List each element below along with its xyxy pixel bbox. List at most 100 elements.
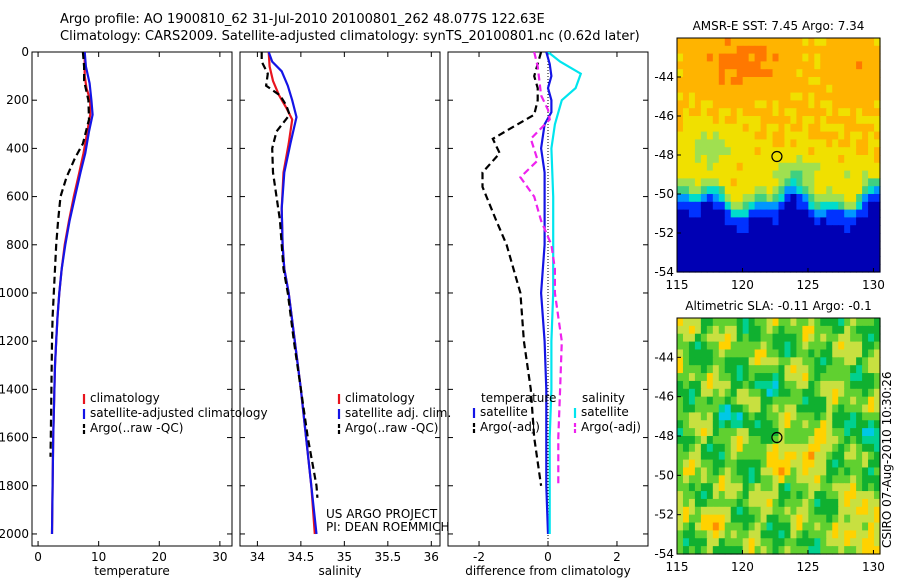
map-cell: [796, 92, 803, 101]
map-cell: [694, 61, 702, 70]
map-cell: [718, 436, 726, 445]
map-cell: [677, 483, 684, 492]
map-cell: [766, 53, 774, 62]
legend-entry: Argo(..raw -QC): [345, 421, 438, 435]
map-cell: [832, 404, 839, 413]
map-cell: [688, 365, 696, 374]
map-cell: [820, 170, 827, 179]
map-cell: [682, 123, 690, 133]
map-cell: [748, 420, 756, 429]
map-cell: [766, 147, 774, 156]
map-cell: [832, 186, 839, 195]
map-cell: [850, 53, 857, 62]
map-cell: [832, 475, 839, 484]
map-cell: [712, 349, 720, 358]
map-cell: [712, 201, 720, 211]
map-cell: [790, 380, 798, 390]
map-cell: [862, 186, 869, 195]
legend-entry: satellite: [581, 405, 629, 419]
map-cell: [682, 100, 690, 109]
map-cell: [718, 459, 726, 469]
map-cell: [772, 380, 780, 390]
map-cell: [766, 201, 774, 211]
map-cell: [742, 225, 750, 234]
map-cell: [677, 194, 684, 203]
map-cell: [802, 436, 809, 445]
map-cell: [790, 412, 798, 421]
map-cell: [742, 53, 750, 62]
map-cell: [832, 108, 839, 117]
map-cell: [700, 530, 708, 539]
map-cell: [778, 467, 786, 476]
map-cell: [874, 61, 881, 70]
map-cell: [820, 459, 827, 469]
map-cell: [862, 365, 869, 374]
map-cell: [724, 514, 732, 524]
map-cell: [772, 178, 780, 187]
map-cell: [862, 178, 869, 187]
map-cell: [748, 349, 756, 358]
map-cell: [682, 240, 690, 250]
x-tick-label: 35: [337, 550, 352, 564]
map-cell: [677, 45, 684, 55]
map-cell: [826, 349, 833, 358]
map-cell: [838, 467, 845, 476]
map-cell: [874, 201, 881, 211]
map-cell: [706, 420, 714, 429]
map-cell: [748, 530, 756, 539]
map-cell: [820, 108, 827, 117]
map-cell: [712, 365, 720, 374]
map-cell: [694, 396, 702, 406]
y-tick-label: -44: [654, 350, 674, 364]
map-cell: [754, 325, 762, 335]
map-cell: [844, 240, 851, 250]
map-cell: [736, 233, 744, 242]
map-cell: [844, 69, 851, 78]
map-cell: [736, 341, 744, 351]
map-cell: [856, 451, 863, 461]
map-cell: [694, 201, 702, 211]
map-cell: [694, 131, 702, 140]
argo-location-marker: [771, 431, 783, 444]
map-cell: [796, 178, 803, 187]
map-cell: [874, 256, 881, 265]
map-cell: [868, 420, 875, 429]
map-cell: [694, 139, 702, 148]
map-cell: [802, 333, 809, 343]
map-cell: [838, 388, 845, 398]
map-cell: [850, 233, 857, 242]
map-cell: [802, 459, 809, 469]
map-cell: [772, 357, 780, 366]
map-cell: [856, 38, 863, 47]
map-cell: [868, 233, 875, 242]
map-cell: [802, 209, 809, 218]
map-cell: [694, 514, 702, 524]
map-cell: [682, 248, 690, 257]
map-cell: [677, 333, 684, 343]
map-cell: [766, 436, 774, 445]
map-cell: [850, 404, 857, 413]
map-cell: [808, 506, 815, 516]
map-cell: [874, 194, 881, 203]
map-cell: [736, 162, 744, 172]
map-cell: [844, 498, 851, 508]
map-cell: [677, 69, 684, 78]
map-cell: [814, 443, 821, 453]
map-cell: [754, 530, 762, 539]
map-cell: [694, 483, 702, 492]
map-cell: [874, 483, 881, 492]
map-cell: [736, 333, 744, 343]
map-cell: [694, 155, 702, 164]
map-cell: [814, 412, 821, 421]
map-cell: [748, 53, 756, 62]
map-cell: [706, 248, 714, 257]
map-cell: [802, 178, 809, 187]
map-cell: [868, 92, 875, 101]
map-cell: [826, 436, 833, 445]
map-cell: [712, 428, 720, 437]
map-cell: [682, 404, 690, 413]
map-cell: [718, 451, 726, 461]
map-cell: [796, 451, 803, 461]
map-cell: [868, 483, 875, 492]
map-cell: [796, 396, 803, 406]
